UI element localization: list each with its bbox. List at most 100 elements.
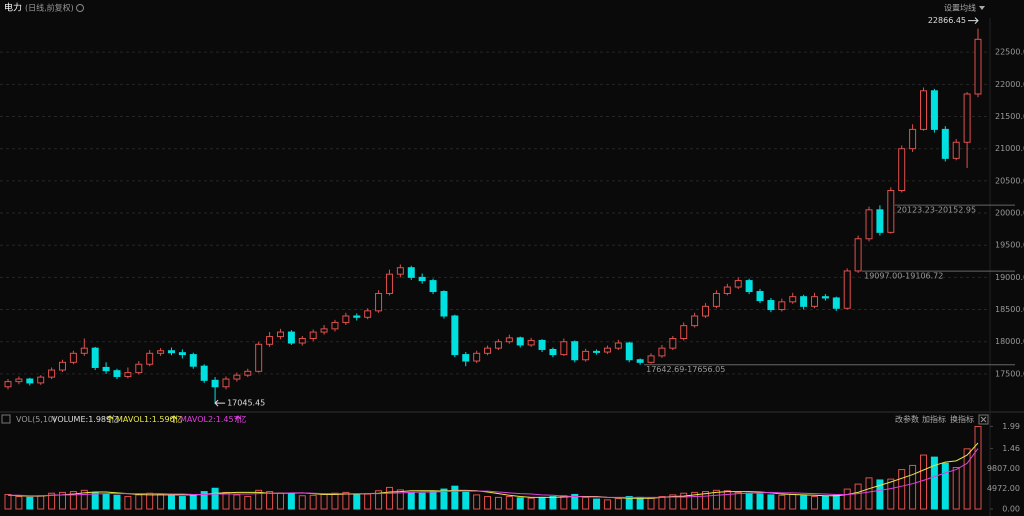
candle-body [821,296,829,299]
candle-body [712,292,720,307]
volume-bar [691,491,699,510]
volume-bar [189,493,197,510]
candle-body [800,296,808,307]
volume-bar [451,485,459,510]
candle-body [963,93,971,143]
volume-bar [473,494,481,510]
candle-body [462,354,470,362]
volume-bar [48,492,56,510]
volume-bar [255,489,263,510]
vol-label: VOLUME:1.989亿 [52,414,119,424]
button[interactable]: 改参数 [895,414,919,424]
y-tick-label: 0.00 [1002,505,1020,514]
candle-body [952,141,960,159]
candle-body [4,381,12,388]
volume-bar [298,495,306,510]
volume-bar [69,491,77,510]
button[interactable]: 换指标 [950,414,974,424]
volume-bar [582,496,590,510]
volume-bar [527,497,535,510]
y-tick-label: 22000.00 [995,80,1024,89]
candle-body [887,190,895,233]
volume-bar [723,490,731,510]
y-tick-label: 20500.00 [995,176,1024,185]
candle-body [647,355,655,363]
ma-line [8,448,979,498]
candle-body [745,280,753,293]
candle-body [516,337,524,346]
up-arrow [170,415,178,423]
y-tick-label: 9807.00 [987,464,1020,473]
volume-bar [854,483,862,510]
volume-bar [625,496,633,510]
help-icon[interactable] [1,414,11,424]
volume-bar [603,499,611,510]
volume-bar [4,493,12,510]
close-button[interactable] [978,414,989,425]
volume-bar [952,467,960,510]
volume-bar [102,493,110,510]
volume-bar [353,494,361,510]
candle-body [407,267,415,278]
title: 电力 [4,2,22,14]
volume-bar [712,489,720,510]
volume-bar [800,495,808,510]
y-tick-label: 22500.00 [995,48,1024,57]
volume-bar [58,491,66,510]
y-tick-label: 21000.00 [995,144,1024,153]
candle-body [276,331,284,338]
volume-bar [494,496,502,510]
candle-body [909,128,917,150]
volume-bar [767,494,775,510]
volume-bar [37,495,45,510]
volume-bar [200,491,208,510]
volume-bar [538,496,546,510]
candle-body [48,369,56,378]
volume-bar [385,486,393,510]
close-box[interactable] [978,414,989,425]
candle-body [298,338,306,344]
candle-body [734,280,742,288]
close-cross[interactable] [980,416,987,423]
volume-bar [920,454,928,510]
button[interactable]: 加指标 [922,414,946,424]
candle-body [625,342,633,361]
volume-bar [516,497,524,510]
volume-bar [734,491,742,510]
y-tick-label: 21500.00 [995,112,1024,121]
candle-body [233,374,241,380]
volume-bar [91,491,99,510]
candle-body [527,339,535,346]
volume-bar [146,492,154,510]
volume-bar [342,491,350,510]
settings-icon[interactable] [76,4,84,12]
candle-body [560,341,568,356]
volume-bar [135,494,143,510]
candle-body [385,273,393,294]
candle-body [658,347,666,357]
candle-body [124,372,132,377]
ma-button[interactable]: 设置均线 [944,3,976,13]
volume-bar [811,496,819,510]
candle-body [571,341,579,361]
volume-bar [843,488,851,510]
volume-bar [974,425,982,510]
candle-body [582,350,590,361]
volume-bar [429,491,437,510]
candle-body [113,370,121,377]
candle-body [843,270,851,309]
volume-bar [80,489,88,510]
candle-body [767,300,775,311]
candle-body [15,378,23,383]
volume-bar [287,493,295,510]
subtitle: (日线,前复权) [25,3,74,13]
y-tick-label: 19000.00 [995,273,1024,282]
candle-body [854,238,862,272]
volume-bar [276,492,284,510]
candle-body [941,128,949,159]
volume-bar [266,491,274,510]
candle-body [266,336,274,345]
min-label: 17045.45 [227,399,265,408]
volume-bar [396,489,404,510]
